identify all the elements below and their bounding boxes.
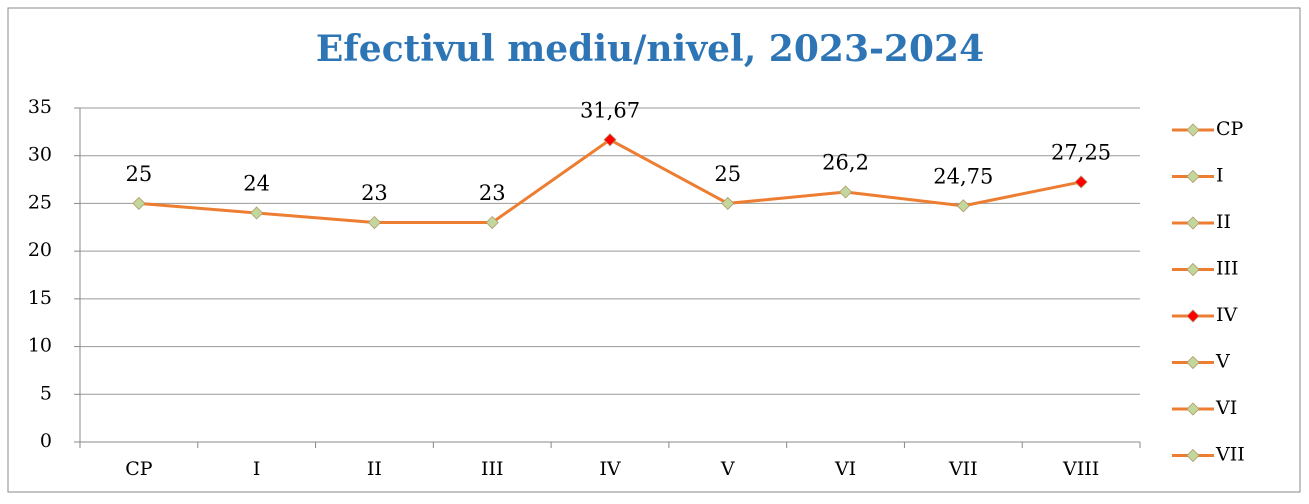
data-point xyxy=(838,185,853,199)
legend-marker xyxy=(1186,169,1200,184)
x-tick-label: IV xyxy=(599,458,621,480)
legend-label: VI xyxy=(1215,397,1237,419)
x-tick-label: VII xyxy=(948,458,978,480)
data-label: 27,25 xyxy=(1051,140,1111,164)
data-label: 24 xyxy=(243,171,270,195)
legend-label: III xyxy=(1216,258,1239,280)
x-tick-label: III xyxy=(481,458,504,480)
x-tick-label: VI xyxy=(834,458,856,480)
legend-label: II xyxy=(1216,211,1231,233)
legend-marker xyxy=(1186,402,1200,416)
data-label: 24,75 xyxy=(933,164,993,188)
x-tick-label: CP xyxy=(125,458,153,480)
data-label: 31,67 xyxy=(580,98,640,122)
y-tick-label: 30 xyxy=(28,144,52,166)
data-label: 25 xyxy=(126,162,153,186)
data-point xyxy=(367,215,382,230)
legend-label: CP xyxy=(1216,118,1244,140)
y-tick-label: 5 xyxy=(40,382,52,404)
data-point xyxy=(485,215,499,230)
data-point xyxy=(1074,175,1088,189)
legend-marker xyxy=(1186,123,1200,137)
chart-title: Efectivul mediu/nivel, 2023-2024 xyxy=(316,28,984,70)
legend-marker xyxy=(1186,448,1200,463)
data-point xyxy=(721,196,735,210)
data-label: 23 xyxy=(361,181,388,205)
x-tick-label: I xyxy=(253,458,261,480)
x-tick-label: V xyxy=(720,458,735,480)
y-tick-label: 35 xyxy=(28,96,52,118)
data-point xyxy=(603,133,617,147)
y-tick-label: 0 xyxy=(40,430,52,452)
legend-marker xyxy=(1186,262,1200,277)
chart-frame xyxy=(7,7,1301,493)
y-tick-label: 10 xyxy=(28,335,52,357)
x-tick-label: II xyxy=(367,458,382,480)
data-point xyxy=(132,196,146,210)
data-label: 23 xyxy=(479,181,506,205)
data-label: 25 xyxy=(714,162,741,186)
y-tick-label: 20 xyxy=(28,239,52,261)
legend-label: IV xyxy=(1216,304,1238,326)
y-tick-label: 25 xyxy=(28,191,52,213)
legend-label: I xyxy=(1216,165,1224,187)
legend-label: VII xyxy=(1215,444,1245,466)
data-label: 26,2 xyxy=(822,150,869,174)
data-point xyxy=(250,206,264,220)
legend-label: V xyxy=(1215,351,1230,373)
legend-marker xyxy=(1186,355,1200,370)
x-tick-label: VIII xyxy=(1062,458,1099,480)
legend-marker xyxy=(1186,216,1200,230)
y-tick-label: 15 xyxy=(28,287,52,309)
data-point xyxy=(956,199,970,213)
legend-marker xyxy=(1186,309,1200,323)
